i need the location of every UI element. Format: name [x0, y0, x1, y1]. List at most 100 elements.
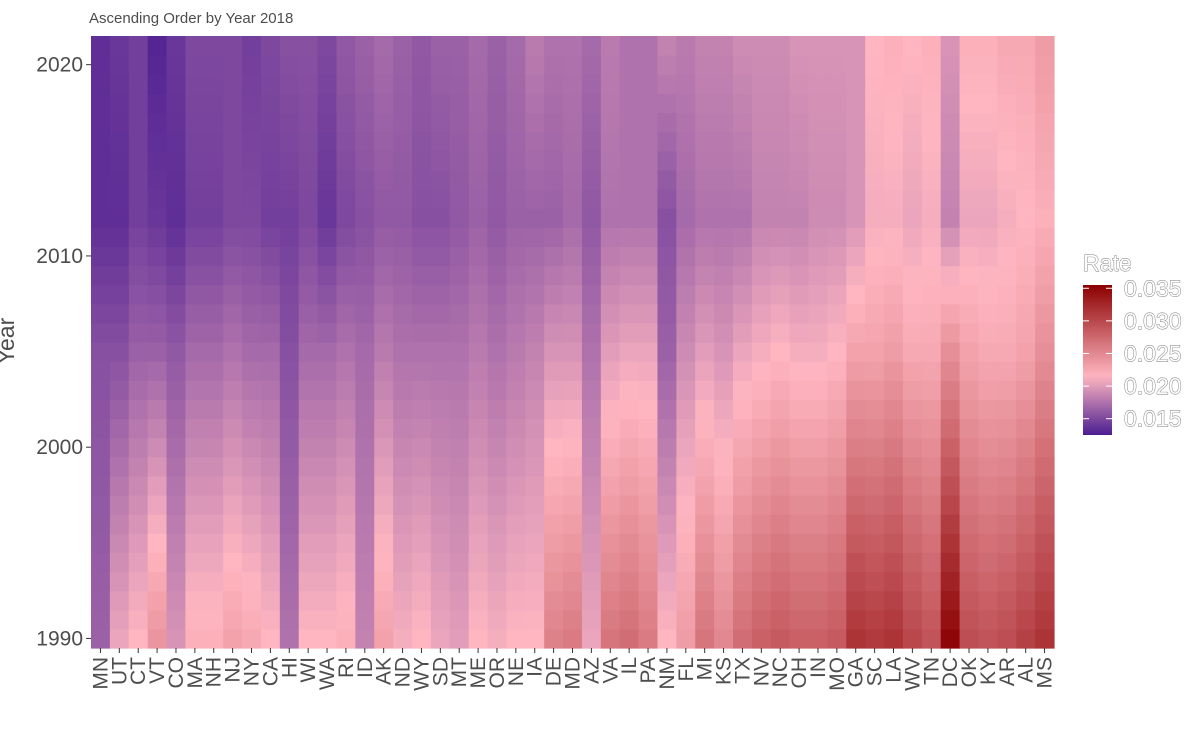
heatmap-cell-WI-2019 [298, 74, 319, 94]
heatmap-cell-LA-2013 [884, 189, 904, 209]
heatmap-cell-TN-2015 [921, 150, 942, 171]
heatmap-cell-MI-2015 [695, 150, 715, 171]
heatmap-cell-NH-2000 [204, 437, 224, 458]
heatmap-cell-ID-1990 [355, 628, 375, 649]
heatmap-cell-NV-1999 [751, 456, 772, 477]
heatmap-cell-OH-2012 [789, 208, 810, 228]
y-tick-label: 1990 [36, 627, 83, 650]
heatmap-cell-IN-2021 [808, 36, 829, 56]
heatmap-cell-OK-2003 [959, 380, 980, 400]
heatmap-cell-MA-1990 [185, 628, 205, 649]
heatmap-cell-NH-1993 [204, 571, 224, 592]
y-tick-label: 2010 [36, 245, 83, 268]
heatmap-cell-MO-1990 [827, 628, 847, 649]
heatmap-cell-DC-2018 [940, 93, 961, 114]
heatmap-cell-CA-1999 [260, 456, 281, 477]
heatmap-cell-MS-2013 [1035, 189, 1055, 209]
heatmap-cell-VT-2006 [147, 322, 168, 343]
heatmap-cell-VT-1990 [147, 628, 168, 649]
heatmap-cell-TX-2021 [733, 36, 753, 56]
heatmap-cell-SC-2020 [865, 55, 885, 75]
heatmap-cell-VT-2008 [147, 284, 168, 305]
heatmap-cell-MA-2017 [185, 112, 205, 133]
heatmap-cell-RI-2016 [336, 131, 356, 152]
heatmap-cell-CO-2005 [166, 342, 187, 362]
heatmap-cell-VT-2005 [147, 342, 168, 362]
heatmap-cell-OK-2007 [959, 303, 980, 324]
heatmap-cell-IL-2012 [619, 208, 640, 228]
heatmap-cell-DE-2004 [544, 361, 564, 381]
heatmap-cell-MA-2000 [185, 437, 205, 458]
heatmap-cell-GA-2007 [846, 303, 866, 324]
heatmap-cell-WY-1999 [412, 456, 432, 477]
heatmap-cell-NJ-1990 [223, 628, 243, 649]
heatmap-cell-AK-2012 [374, 208, 394, 228]
heatmap-cell-DE-2019 [544, 74, 564, 94]
heatmap-cell-NH-2013 [204, 189, 224, 209]
heatmap-cell-TN-1990 [921, 628, 942, 649]
heatmap-cell-GA-1994 [846, 552, 866, 573]
heatmap-cell-UT-2010 [109, 246, 130, 267]
heatmap-cell-MO-1996 [827, 514, 847, 534]
heatmap-cell-AL-2010 [1016, 246, 1036, 267]
heatmap-cell-MA-2014 [185, 169, 205, 190]
heatmap-cell-MS-2000 [1035, 437, 1055, 458]
heatmap-cell-WY-2012 [412, 208, 432, 228]
heatmap-cell-PA-2004 [638, 361, 659, 381]
heatmap-cell-ME-1996 [468, 514, 489, 534]
x-tick-label-AL: AL [1015, 657, 1038, 683]
heatmap-cell-MI-2019 [695, 74, 715, 94]
heatmap-cell-SD-2002 [430, 399, 451, 420]
heatmap-cell-NH-1996 [204, 514, 224, 534]
heatmap-cell-WY-2001 [412, 418, 432, 439]
heatmap-cell-IN-2006 [808, 322, 829, 343]
heatmap-cell-VT-1995 [147, 533, 168, 553]
heatmap-cell-DC-2005 [940, 342, 961, 362]
heatmap-cell-AZ-2002 [581, 399, 602, 420]
heatmap-cell-NM-2012 [657, 208, 677, 228]
heatmap-cell-WA-2011 [317, 227, 338, 247]
heatmap-cell-GA-2001 [846, 418, 866, 439]
heatmap-cell-FL-2013 [676, 189, 696, 209]
heatmap-cell-KS-2007 [714, 303, 734, 324]
heatmap-cell-VT-2021 [147, 36, 168, 56]
heatmap-cell-WV-2013 [902, 189, 923, 209]
heatmap-cell-MO-2010 [827, 246, 847, 267]
heatmap-cell-FL-2005 [676, 342, 696, 362]
heatmap-cell-DC-2013 [940, 189, 961, 209]
heatmap-cell-CO-1997 [166, 495, 187, 515]
heatmap-cell-IL-2018 [619, 93, 640, 114]
heatmap-cell-OK-2004 [959, 361, 980, 381]
heatmap-cell-DC-2012 [940, 208, 961, 228]
heatmap-cell-MA-2009 [185, 265, 205, 286]
heatmap-cell-AZ-1994 [581, 552, 602, 573]
heatmap-cell-MS-2007 [1035, 303, 1055, 324]
heatmap-cell-AZ-2003 [581, 380, 602, 400]
heatmap-cell-MT-2008 [449, 284, 470, 305]
heatmap-cell-HI-1994 [279, 552, 300, 573]
heatmap-cell-AZ-2004 [581, 361, 602, 381]
x-tick-label-SC: SC [864, 657, 887, 686]
heatmap-cell-WA-1997 [317, 495, 338, 515]
heatmap-cell-CA-1992 [260, 590, 281, 611]
heatmap-cell-CO-2000 [166, 437, 187, 458]
heatmap-cell-LA-1994 [884, 552, 904, 573]
heatmap-cell-LA-1997 [884, 495, 904, 515]
heatmap-cell-OR-2001 [487, 418, 508, 439]
heatmap-cell-NC-1998 [770, 475, 791, 496]
heatmap-cell-WV-2010 [902, 246, 923, 267]
heatmap-cell-WA-2002 [317, 399, 338, 420]
heatmap-cell-ND-1996 [393, 514, 413, 534]
heatmap-cell-ND-2012 [393, 208, 413, 228]
x-tick-label-DC: DC [939, 657, 962, 687]
heatmap-cell-DE-2021 [544, 36, 564, 56]
heatmap-cell-OH-2014 [789, 169, 810, 190]
heatmap-cell-NE-1992 [506, 590, 526, 611]
heatmap-cell-HI-2013 [279, 189, 300, 209]
heatmap-cell-MS-2011 [1035, 227, 1055, 247]
heatmap-cell-NY-2007 [242, 303, 262, 324]
heatmap-cell-OR-2006 [487, 322, 508, 343]
heatmap-cell-SC-1998 [865, 475, 885, 496]
heatmap-cell-IN-2003 [808, 380, 829, 400]
heatmap-cell-SC-1999 [865, 456, 885, 477]
